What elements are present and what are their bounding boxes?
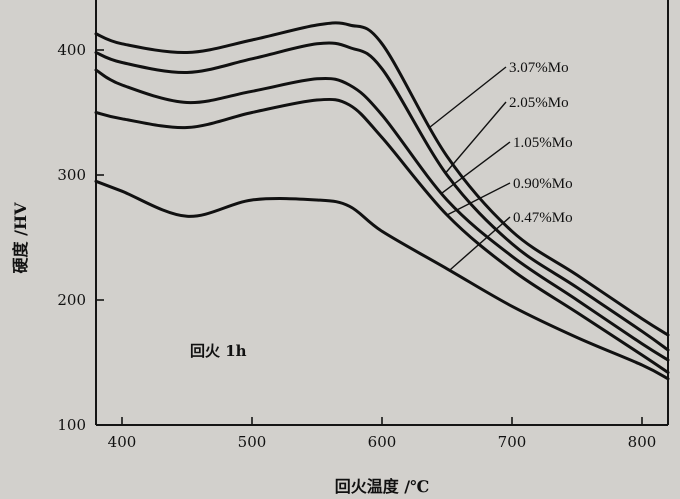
series-labels: 3.07%Mo 2.05%Mo 1.05%Mo 0.90%Mo 0.47%Mo (429, 60, 573, 271)
x-axis-label: 回火温度 /℃ (335, 477, 430, 496)
leader-line-047mo (449, 216, 511, 271)
x-tick-label-400: 400 (108, 433, 137, 451)
series-label-205mo: 2.05%Mo (509, 95, 569, 111)
series-curve-307mo (94, 21, 670, 337)
series-curve-205mo (94, 41, 670, 352)
leader-line-090mo (446, 182, 511, 216)
y-tick-label-100: 100 (57, 416, 86, 434)
y-axis-label: 硬度 /HV (11, 202, 30, 274)
series-label-307mo: 3.07%Mo (509, 60, 569, 76)
y-tick-label-200: 200 (57, 291, 86, 309)
series-label-090mo: 0.90%Mo (513, 176, 573, 192)
leader-line-205mo (445, 101, 507, 174)
series-curve-105mo (94, 68, 670, 362)
y-tick-label-400: 400 (57, 41, 86, 59)
series-curve-047mo (94, 179, 670, 381)
series-label-105mo: 1.05%Mo (513, 135, 573, 151)
series-curve-090mo (94, 97, 670, 374)
y-ticks: 100 200 300 400 (57, 41, 104, 434)
axes (95, 0, 669, 426)
tempering-time-annotation: 回火 1h (190, 342, 247, 360)
x-tick-label-600: 600 (368, 433, 397, 451)
series-label-047mo: 0.47%Mo (513, 210, 573, 226)
leader-line-105mo (441, 141, 511, 194)
x-ticks: 400 500 600 700 800 (108, 417, 657, 451)
leader-line-307mo (429, 66, 507, 128)
x-tick-label-500: 500 (238, 433, 267, 451)
x-tick-label-800: 800 (628, 433, 657, 451)
x-tick-label-700: 700 (498, 433, 527, 451)
y-tick-label-300: 300 (57, 166, 86, 184)
series-curves (94, 21, 670, 381)
